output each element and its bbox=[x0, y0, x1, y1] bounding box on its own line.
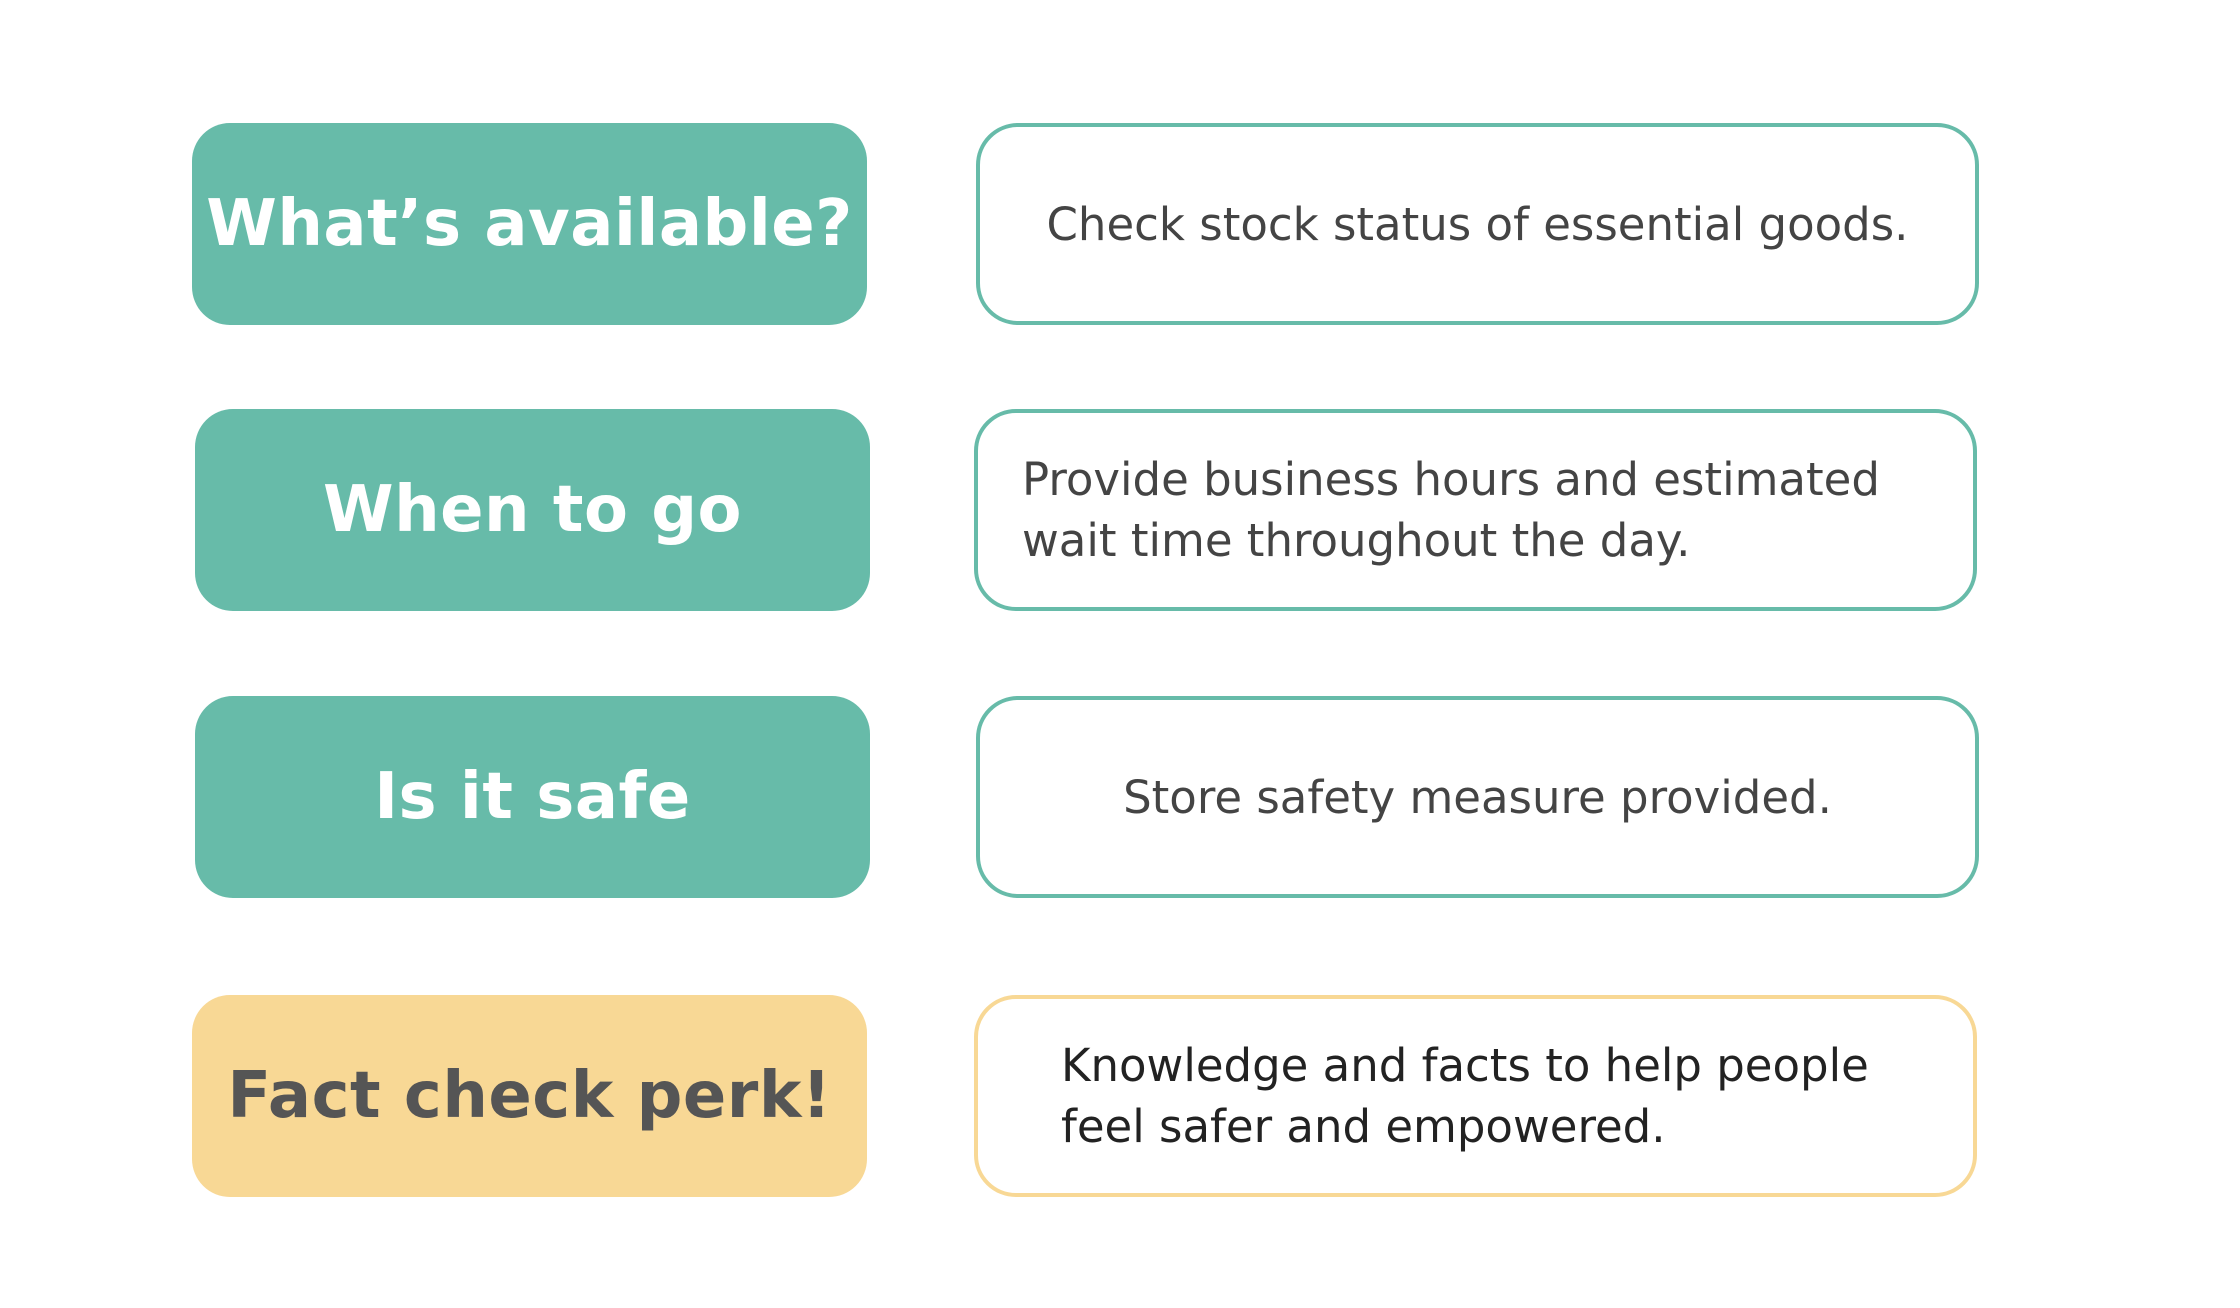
description-box-is-it-safe: Store safety measure provided. bbox=[976, 696, 1979, 898]
description-line: Knowledge and facts to help people bbox=[1061, 1039, 1869, 1092]
description-text: Store safety measure provided. bbox=[1123, 767, 1832, 828]
description-text: Knowledge and facts to help people feel … bbox=[1061, 1035, 1869, 1157]
label-box-is-it-safe: Is it safe bbox=[195, 696, 870, 898]
description-text: Provide business hours and estimated wai… bbox=[1022, 449, 1880, 571]
description-line: feel safer and empowered. bbox=[1061, 1100, 1666, 1153]
label-text: Is it safe bbox=[374, 760, 691, 834]
feature-row-fact-check-perk: Fact check perk! Knowledge and facts to … bbox=[0, 995, 2240, 1197]
description-line: Check stock status of essential goods. bbox=[1046, 197, 1909, 251]
feature-row-is-it-safe: Is it safe Store safety measure provided… bbox=[0, 696, 2240, 898]
label-text: When to go bbox=[322, 473, 743, 547]
description-line: Store safety measure provided. bbox=[1123, 770, 1832, 824]
feature-row-whats-available: What’s available? Check stock status of … bbox=[0, 123, 2240, 325]
label-text: What’s available? bbox=[206, 187, 853, 261]
description-line: Provide business hours and estimated bbox=[1022, 453, 1880, 506]
description-text: Check stock status of essential goods. bbox=[1047, 194, 1909, 255]
label-box-when-to-go: When to go bbox=[195, 409, 870, 611]
feature-row-when-to-go: When to go Provide business hours and es… bbox=[0, 409, 2240, 611]
label-box-fact-check-perk: Fact check perk! bbox=[192, 995, 867, 1197]
description-box-whats-available: Check stock status of essential goods. bbox=[976, 123, 1979, 325]
description-box-when-to-go: Provide business hours and estimated wai… bbox=[974, 409, 1977, 611]
label-box-whats-available: What’s available? bbox=[192, 123, 867, 325]
label-text: Fact check perk! bbox=[227, 1059, 832, 1133]
description-line: wait time throughout the day. bbox=[1022, 514, 1691, 567]
description-box-fact-check-perk: Knowledge and facts to help people feel … bbox=[974, 995, 1977, 1197]
